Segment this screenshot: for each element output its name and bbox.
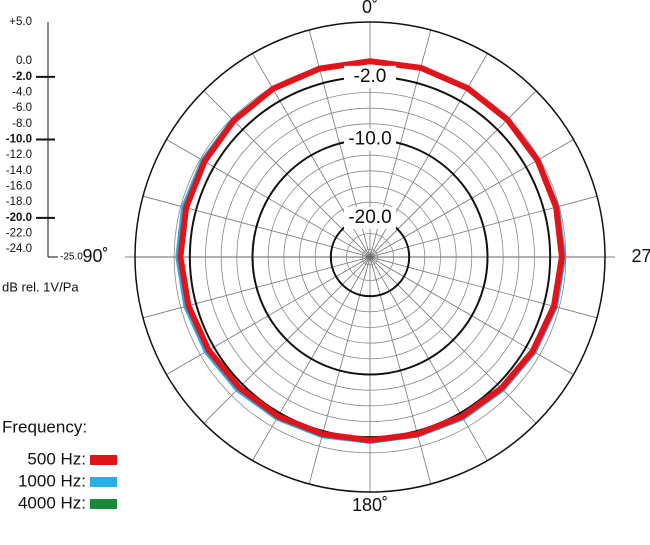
- angle-label: 180˚: [352, 495, 388, 515]
- r-tick-label: -14.0: [6, 165, 32, 177]
- r-tick-label: -24.0: [6, 243, 32, 255]
- ring: [361, 248, 379, 266]
- ring: [267, 154, 473, 360]
- r-tick-label: -18.0: [6, 196, 32, 208]
- r-tick-label: -22.0: [6, 228, 32, 240]
- r-tick-label: 0.0: [16, 55, 32, 67]
- r-tick-label: -8.0: [12, 118, 32, 130]
- ring: [236, 123, 504, 391]
- legend-swatch: [90, 477, 117, 487]
- legend-label: 4000 Hz:: [18, 493, 86, 512]
- r-tick-label: -20.0: [6, 212, 32, 224]
- ring: [205, 92, 535, 422]
- angle-label: 0˚: [362, 0, 378, 17]
- ring: [346, 233, 394, 281]
- ring: [314, 201, 426, 313]
- legend-label: 1000 Hz:: [18, 471, 86, 490]
- ring-label: -10.0: [348, 129, 391, 150]
- ring-label-bg: [344, 206, 396, 229]
- ring: [134, 21, 606, 493]
- r-tick-label: -6.0: [12, 102, 32, 114]
- r-tick-label: -10.0: [6, 134, 32, 146]
- r-tick-label: -12.0: [6, 149, 32, 161]
- legend-title: Frequency:: [2, 417, 87, 436]
- ring: [283, 170, 457, 344]
- series-line: [177, 58, 565, 444]
- angle-label: 270˚: [631, 246, 650, 266]
- r-tick-label: -4.0: [12, 87, 32, 99]
- r-tick-label: -25.0: [60, 252, 83, 263]
- r-tick-label: -2.0: [12, 71, 32, 83]
- legend-swatch: [90, 455, 117, 465]
- r-tick-label: -16.0: [6, 181, 32, 193]
- ring-label: -2.0: [354, 66, 387, 87]
- r-tick-label: +5.0: [9, 16, 32, 28]
- legend-swatch: [90, 499, 117, 509]
- ring: [299, 186, 441, 328]
- ring-label: -20.0: [348, 207, 391, 228]
- ring: [220, 107, 520, 407]
- legend-label: 500 Hz:: [27, 449, 86, 468]
- angle-label: 90˚: [83, 246, 109, 266]
- r-axis-label: dB rel. 1V/Pa: [2, 279, 79, 294]
- ring-label-bg: [344, 65, 396, 88]
- ring-label-bg: [344, 128, 396, 151]
